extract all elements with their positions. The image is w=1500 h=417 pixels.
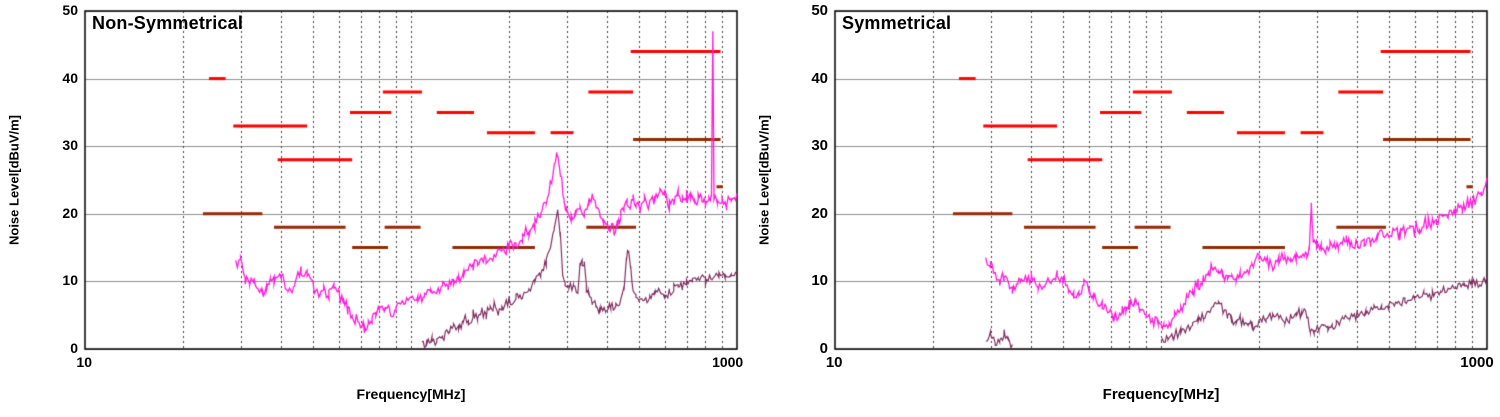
y-tick-label: 30 (811, 137, 828, 155)
x-tick-label: 10 (76, 354, 93, 370)
y-tick-label: 50 (62, 2, 78, 18)
y-axis-label: Noise Level[dBuV/m] (756, 114, 772, 246)
x-axis-label: Frequency[MHz] (356, 386, 466, 402)
y-tick-label: 40 (62, 69, 78, 86)
chart-symmetrical: Symmetrical Noise Level[dBuV/m] Frequenc… (750, 0, 1500, 417)
x-axis-label: Frequency[MHz] (1102, 386, 1220, 403)
chart-title: Symmetrical (842, 13, 952, 33)
chart-non-symmetrical: Non-Symmetrical Noise Level[dBuV/m] Freq… (0, 0, 750, 417)
plot-canvas-symmetrical (750, 0, 1500, 417)
x-tick-label: 10 (825, 354, 843, 371)
chart-title: Non-Symmetrical (92, 13, 244, 33)
y-tick-label: 30 (62, 137, 78, 154)
y-axis-label: Noise Level[dBuV/m] (6, 114, 22, 246)
y-tick-label: 50 (811, 2, 828, 19)
y-tick-label: 40 (811, 69, 828, 87)
plot-canvas-non-symmetrical (0, 0, 750, 417)
y-tick-label: 10 (811, 272, 828, 290)
y-tick-label: 20 (62, 204, 78, 221)
y-tick-label: 0 (819, 340, 828, 357)
y-tick-label: 10 (62, 272, 78, 289)
x-tick-label: 1000 (712, 354, 744, 370)
x-tick-label: 1000 (1460, 354, 1494, 371)
y-tick-label: 0 (70, 340, 78, 356)
y-tick-label: 20 (811, 204, 828, 222)
